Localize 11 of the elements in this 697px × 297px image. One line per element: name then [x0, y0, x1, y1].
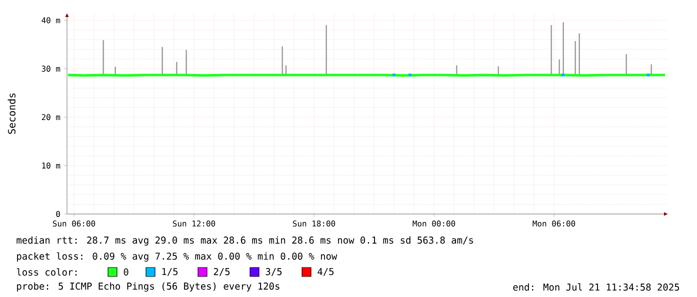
legend-label: 4/5 [318, 268, 334, 276]
legend-label: 1/5 [162, 268, 178, 276]
y-axis-title: Seconds [8, 93, 16, 134]
text: end: Mon Jul 21 11:34:58 2025 [513, 283, 680, 291]
legend-label: 2/5 [214, 268, 230, 276]
legend-title: loss color: [16, 268, 77, 276]
text: probe: 5 ICMP Echo Pings (56 Bytes) every 120s [17, 282, 280, 292]
legend-label: 0 [124, 268, 128, 276]
text: packet loss: 0.09 % avg 7.25 % max 0.00 % min 0.00 % now [17, 252, 338, 262]
text: median rtt: 28.7 ms avg 29.0 ms max 28.6 ms min 28.6 ms now 0.1 ms sd 563.8 am/s [16, 236, 473, 246]
legend-label: 3/5 [266, 268, 282, 276]
